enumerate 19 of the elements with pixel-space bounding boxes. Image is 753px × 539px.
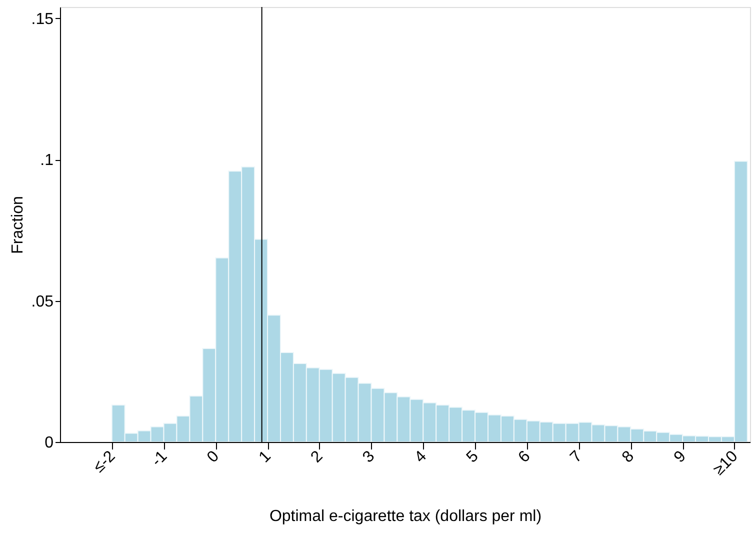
y-tick-label: .05 [31,293,54,310]
x-tick-label: 5 [464,448,482,466]
x-tick-label: 7 [567,448,586,466]
x-tick-label: 4 [412,448,430,466]
x-tick-label: 3 [360,448,378,466]
x-tick-label: 2 [308,448,326,466]
x-tick-label: ≤-2 [90,448,119,476]
x-tick-label: 8 [619,448,638,466]
y-axis-title: Fraction [9,196,26,254]
x-tick-label: 6 [515,448,534,466]
y-tick-label: .15 [31,10,54,28]
x-tick-label: 9 [671,448,690,466]
x-tick-label: ≥10 [710,448,742,479]
x-tick-label: 0 [204,448,223,466]
y-tick-label: .1 [40,152,54,170]
x-axis-title: Optimal e-cigarette tax (dollars per ml) [269,508,542,525]
x-tick-label: 1 [256,448,274,466]
x-tick-label: -1 [148,448,171,470]
y-tick-label: 0 [44,434,54,452]
